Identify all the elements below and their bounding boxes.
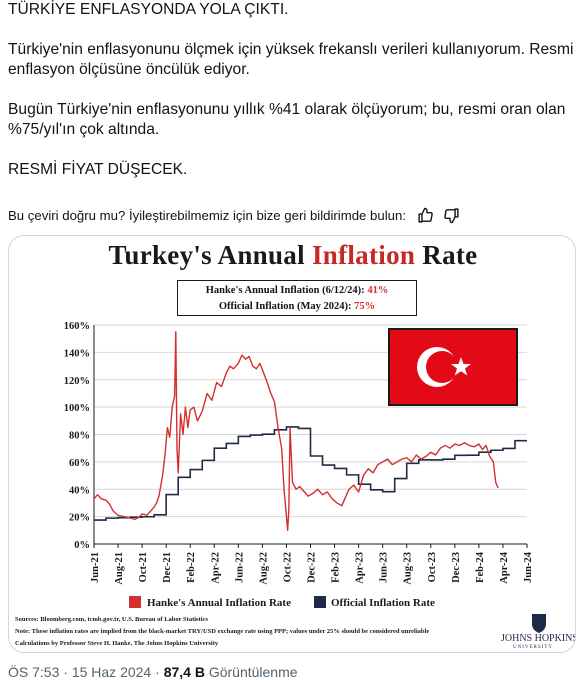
translation-feedback-prompt: Bu çeviri doğru mu? İyileştirebilmemiz i… xyxy=(8,207,406,223)
y-tick-label: 20% xyxy=(69,513,90,524)
meta-separator-2: · xyxy=(155,664,160,680)
tweet-paragraph-3: Bugün Türkiye'nin enflasyonunu yıllık %4… xyxy=(8,101,570,138)
thumbs-down-icon[interactable] xyxy=(442,205,462,225)
y-tick-label: 60% xyxy=(69,458,90,469)
official-info-label: Official Inflation (May 2024): xyxy=(218,301,352,312)
hanke-inflation-line xyxy=(93,331,499,532)
chart-calc: Calculations by Professor Steve H. Hanke… xyxy=(15,640,219,647)
y-tick-label: 100% xyxy=(64,403,90,414)
x-tick-label: Feb-22 xyxy=(186,552,197,583)
x-tick-label: Aug-23 xyxy=(403,552,414,585)
chart-title-part-2: Inflation xyxy=(311,240,416,270)
y-tick-label: 80% xyxy=(69,431,90,442)
y-tick-label: 0% xyxy=(74,540,90,551)
official-info-value: 75% xyxy=(354,301,376,312)
tweet-date[interactable]: 15 Haz 2024 xyxy=(71,664,152,680)
x-tick-label: Oct-21 xyxy=(138,552,149,582)
x-tick-label: Jun-23 xyxy=(379,552,390,583)
inflation-info-box: Hanke's Annual Inflation (6/12/24): 41% … xyxy=(177,280,417,316)
y-tick-label: 40% xyxy=(69,485,90,496)
tweet-time[interactable]: ÖS 7:53 xyxy=(8,664,60,680)
tweet-text: TÜRKİYE ENFLASYONDA YOLA ÇIKTI. Türkiye'… xyxy=(8,0,578,180)
x-tick-label: Feb-24 xyxy=(475,551,486,583)
y-tick-label: 160% xyxy=(64,321,90,332)
official-inflation-line xyxy=(94,426,527,521)
legend-label-hanke: Hanke's Annual Inflation Rate xyxy=(147,597,291,609)
x-tick-label: Jun-21 xyxy=(90,552,101,583)
legend-swatch-official xyxy=(314,596,326,608)
legend-swatch-hanke xyxy=(129,596,141,608)
chart-title-part-3: Rate xyxy=(422,240,478,270)
x-tick-label: Jun-22 xyxy=(234,552,245,583)
legend-label-official: Official Inflation Rate xyxy=(331,597,435,609)
chart-note: Note: These inflation rates are implied … xyxy=(15,628,429,635)
meta-separator-1: · xyxy=(63,664,68,680)
x-tick-label: Aug-22 xyxy=(258,552,269,585)
chart-image-card[interactable]: Turkey's Annual Inflation Rate Hanke's A… xyxy=(8,235,576,653)
translation-feedback-row: Bu çeviri doğru mu? İyileştirebilmemiz i… xyxy=(8,205,578,225)
x-tick-label: Apr-22 xyxy=(210,552,221,584)
y-tick-label: 140% xyxy=(64,348,90,359)
x-tick-label: Oct-22 xyxy=(282,552,293,582)
chart-legend: Hanke's Annual Inflation Rate Official I… xyxy=(129,596,435,609)
x-tick-label: Jun-24 xyxy=(523,551,534,583)
tweet-paragraph-2: Türkiye'nin enflasyonunu ölçmek için yük… xyxy=(8,41,578,78)
tweet-paragraph-4: RESMİ FİYAT DÜŞECEK. xyxy=(8,161,188,178)
chart-title-part-1: Turkey's Annual xyxy=(108,240,305,270)
chart-title: Turkey's Annual Inflation Rate xyxy=(9,240,575,271)
x-tick-label: Feb-23 xyxy=(331,552,342,583)
x-tick-label: Dec-21 xyxy=(162,552,173,583)
x-tick-label: Aug-21 xyxy=(114,552,125,585)
x-tick-label: Oct-23 xyxy=(427,552,438,582)
chart-sources: Sources: Bloomberg.com, tcmb.gov.tr, U.S… xyxy=(15,616,208,623)
hanke-info-label: Hanke's Annual Inflation (6/12/24): xyxy=(205,285,365,296)
thumbs-up-icon[interactable] xyxy=(416,205,436,225)
x-tick-label: Dec-22 xyxy=(307,552,318,583)
x-tick-label: Dec-23 xyxy=(451,552,462,583)
views-label: Görüntülenme xyxy=(208,664,298,680)
tweet-meta-row: ÖS 7:53 · 15 Haz 2024 · 87,4 B Görüntüle… xyxy=(8,664,578,680)
views-count: 87,4 B xyxy=(163,664,205,680)
inflation-chart: 0% 20% 40% 60% 80% 100% 120% 140% 160% Jun-21 Aug… xyxy=(15,321,576,650)
x-tick-label: Apr-23 xyxy=(355,552,366,584)
turkey-flag xyxy=(388,328,518,406)
x-tick-label: Apr-24 xyxy=(499,551,510,583)
logo-subtext: UNIVERSITY xyxy=(513,645,553,650)
hanke-info-value: 41% xyxy=(367,285,389,296)
tweet-line-1: TÜRKİYE ENFLASYONDA YOLA ÇIKTI. xyxy=(8,1,289,18)
logo-text: JOHNS HOPKINS xyxy=(501,633,576,644)
johns-hopkins-logo: JOHNS HOPKINS UNIVERSITY xyxy=(501,614,576,650)
y-tick-label: 120% xyxy=(64,376,90,387)
